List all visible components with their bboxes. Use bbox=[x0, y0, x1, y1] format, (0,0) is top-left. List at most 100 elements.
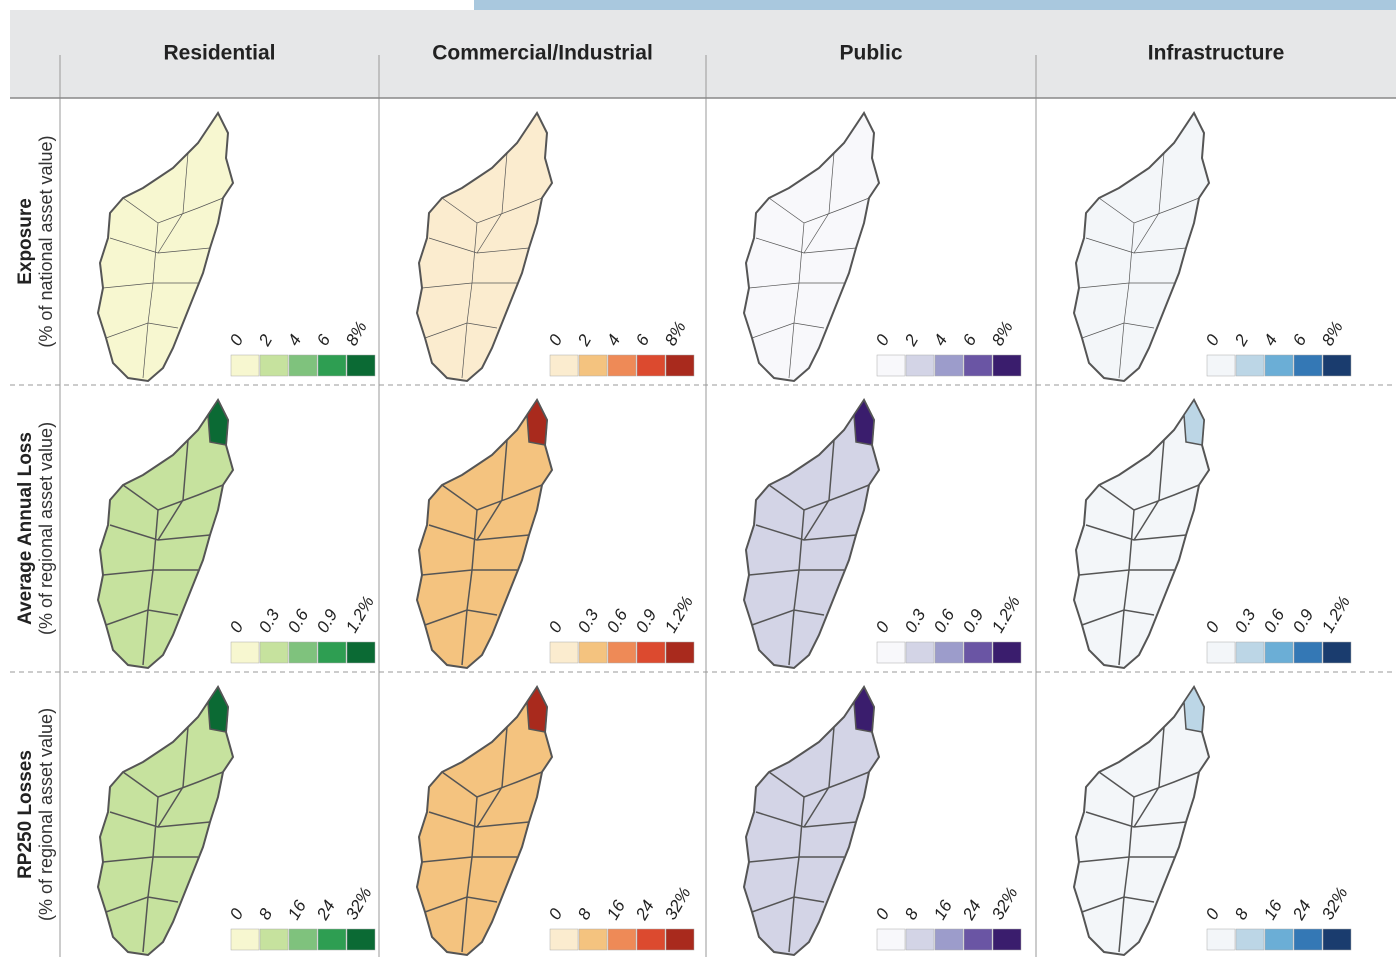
legend-swatch bbox=[550, 642, 578, 663]
legend-swatch bbox=[1236, 929, 1264, 950]
legend-tick-label: 0.3 bbox=[1231, 606, 1260, 636]
legend-tick-label: 2 bbox=[255, 331, 277, 350]
legend-swatch bbox=[666, 929, 694, 950]
legend-tick-label: 4 bbox=[284, 331, 305, 349]
legend-tick-label: 1.2% bbox=[988, 593, 1024, 636]
legend-swatch bbox=[906, 929, 934, 950]
map bbox=[417, 400, 552, 668]
legend-tick-label: 32% bbox=[342, 884, 375, 923]
legend-swatch bbox=[993, 642, 1021, 663]
map bbox=[1074, 687, 1209, 955]
legend-swatch bbox=[318, 355, 346, 376]
legend-swatch bbox=[637, 929, 665, 950]
legend-swatch bbox=[260, 929, 288, 950]
legend-tick-label: 8% bbox=[342, 318, 371, 349]
legend-tick-label: 0.9 bbox=[959, 606, 988, 636]
legend-swatch bbox=[1323, 642, 1351, 663]
map-highlight bbox=[208, 400, 228, 445]
map bbox=[98, 400, 233, 668]
legend-swatch bbox=[1265, 642, 1293, 663]
legend-swatch bbox=[993, 355, 1021, 376]
legend-tick-label: 24 bbox=[959, 897, 985, 924]
legend-tick-label: 0 bbox=[226, 905, 247, 923]
legend-swatch bbox=[877, 642, 905, 663]
legend-swatch bbox=[666, 642, 694, 663]
legend-swatch bbox=[964, 642, 992, 663]
legend-swatch bbox=[289, 355, 317, 376]
legend-swatch bbox=[935, 642, 963, 663]
legend-tick-label: 0.9 bbox=[632, 606, 661, 636]
legend-swatch bbox=[550, 355, 578, 376]
legend-swatch bbox=[1265, 929, 1293, 950]
legend-swatch bbox=[579, 929, 607, 950]
legend-swatch bbox=[347, 642, 375, 663]
legend-tick-label: 6 bbox=[959, 331, 980, 349]
legend-tick-label: 0.6 bbox=[603, 606, 632, 636]
legend-swatch bbox=[347, 355, 375, 376]
legend-swatch bbox=[964, 355, 992, 376]
legend-tick-label: 16 bbox=[603, 897, 629, 923]
legend-tick-label: 8 bbox=[574, 905, 595, 923]
legend-tick-label: 0 bbox=[545, 618, 566, 636]
legend-tick-label: 0 bbox=[226, 618, 247, 636]
map-outline bbox=[98, 113, 233, 381]
legend-swatch bbox=[637, 355, 665, 376]
legend-tick-label: 0.3 bbox=[255, 606, 284, 636]
legend-swatch bbox=[1236, 355, 1264, 376]
legend-tick-label: 0.6 bbox=[1260, 606, 1289, 636]
legend-swatch bbox=[935, 929, 963, 950]
legend-swatch bbox=[1207, 355, 1235, 376]
legend-swatch bbox=[1265, 355, 1293, 376]
legend-tick-label: 16 bbox=[930, 897, 956, 923]
row-title: Average Annual Loss bbox=[15, 432, 36, 625]
legend-tick-label: 6 bbox=[632, 331, 653, 349]
legend-tick-label: 0 bbox=[872, 618, 893, 636]
legend-tick-label: 24 bbox=[313, 897, 339, 924]
legend-tick-label: 0 bbox=[545, 331, 566, 349]
legend-swatch bbox=[1323, 355, 1351, 376]
top-image-strip bbox=[474, 0, 1396, 10]
legend-swatch bbox=[231, 929, 259, 950]
legend-swatch bbox=[964, 929, 992, 950]
legend-swatch bbox=[289, 642, 317, 663]
map-highlight bbox=[527, 400, 547, 445]
legend-tick-label: 8% bbox=[661, 318, 690, 349]
column-title: Infrastructure bbox=[1148, 42, 1285, 65]
legend-swatch bbox=[579, 642, 607, 663]
legend-tick-label: 6 bbox=[1289, 331, 1310, 349]
legend-tick-label: 8 bbox=[1231, 905, 1252, 923]
legend-tick-label: 4 bbox=[603, 331, 624, 349]
legend-swatch bbox=[1323, 929, 1351, 950]
map-highlight bbox=[854, 400, 874, 445]
legend-tick-label: 1.2% bbox=[661, 593, 697, 636]
figure: ResidentialCommercial/IndustrialPublicIn… bbox=[0, 0, 1396, 957]
legend-swatch bbox=[608, 355, 636, 376]
row-title: Exposure bbox=[15, 198, 36, 285]
map bbox=[98, 113, 233, 381]
legend-swatch bbox=[637, 642, 665, 663]
legend-swatch bbox=[318, 929, 346, 950]
map bbox=[744, 113, 879, 381]
map-highlight bbox=[854, 687, 874, 732]
legend-swatch bbox=[1236, 642, 1264, 663]
legend-swatch bbox=[318, 642, 346, 663]
legend-tick-label: 0 bbox=[872, 905, 893, 923]
legend-tick-label: 32% bbox=[661, 884, 694, 923]
legend-swatch bbox=[579, 355, 607, 376]
legend-swatch bbox=[1294, 929, 1322, 950]
legend-swatch bbox=[993, 929, 1021, 950]
legend-swatch bbox=[260, 642, 288, 663]
legend-tick-label: 8 bbox=[901, 905, 922, 923]
legend-tick-label: 1.2% bbox=[342, 593, 378, 636]
legend-swatch bbox=[935, 355, 963, 376]
legend-tick-label: 16 bbox=[284, 897, 310, 923]
legend-tick-label: 0.3 bbox=[901, 606, 930, 636]
legend-tick-label: 32% bbox=[988, 884, 1021, 923]
legend-swatch bbox=[260, 355, 288, 376]
map bbox=[744, 687, 879, 955]
legend-tick-label: 0 bbox=[1202, 331, 1223, 349]
legend-tick-label: 8% bbox=[1318, 318, 1347, 349]
legend-swatch bbox=[289, 929, 317, 950]
legend-tick-label: 2 bbox=[574, 331, 596, 350]
column-title: Residential bbox=[163, 42, 275, 65]
